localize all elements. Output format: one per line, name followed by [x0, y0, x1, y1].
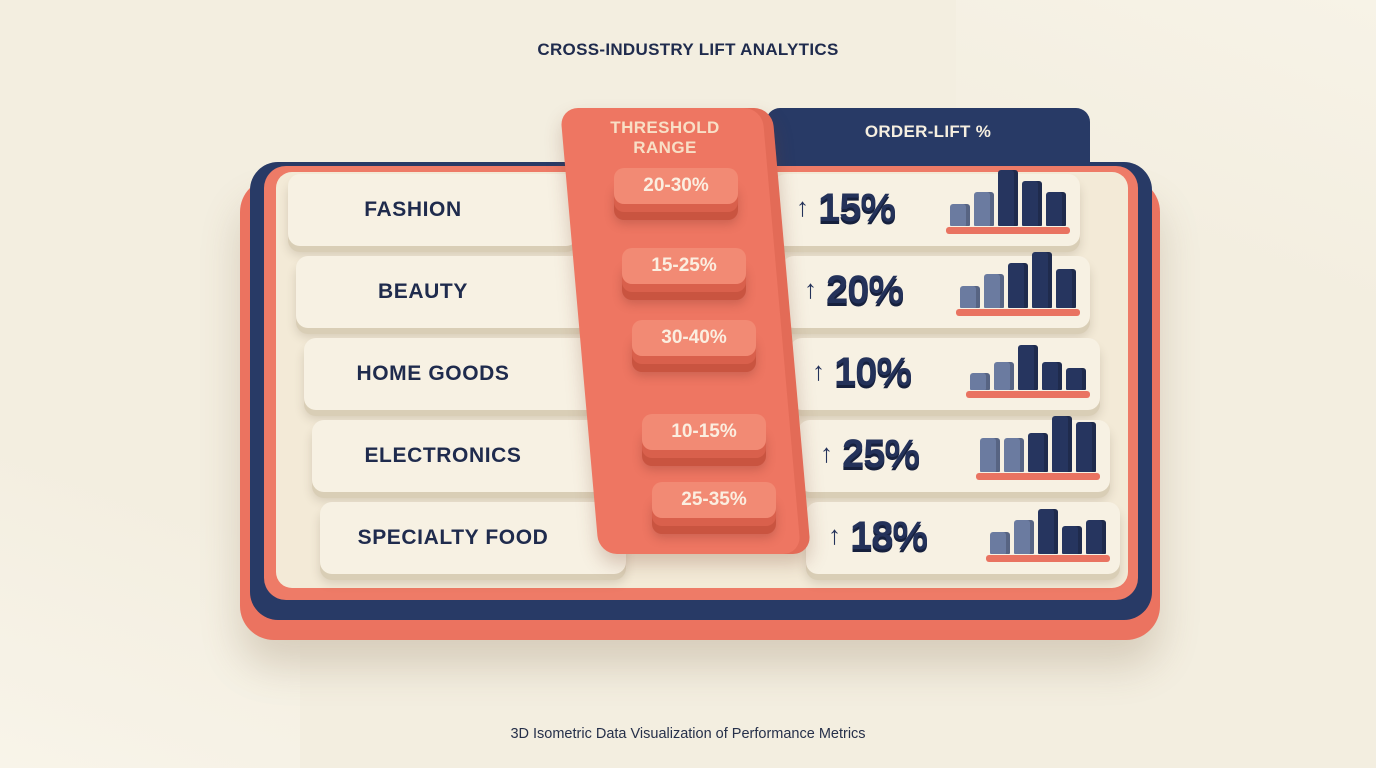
- lift-value: 25%: [842, 432, 920, 476]
- trend-mini-chart: [946, 170, 1070, 234]
- lift-card: ↑ 20%: [782, 252, 1090, 328]
- trend-bar: [980, 438, 1000, 472]
- category-card: HOME GOODS: [304, 338, 602, 410]
- trend-bar: [970, 373, 990, 390]
- trend-mini-chart: [986, 504, 1110, 562]
- trend-bar: [1046, 192, 1066, 226]
- trend-bar: [1042, 362, 1062, 390]
- trend-bar: [1062, 526, 1082, 554]
- trend-bar: [1032, 252, 1052, 308]
- page-title: CROSS-INDUSTRY LIFT ANALYTICS: [537, 40, 839, 59]
- category-card: BEAUTY: [296, 256, 590, 328]
- lift-card: ↑ 25%: [798, 416, 1110, 492]
- arrow-up-icon: ↑: [796, 192, 809, 222]
- trend-bar: [1018, 345, 1038, 390]
- category-card: FASHION: [288, 174, 578, 246]
- lift-value: 18%: [850, 514, 928, 558]
- lift-value: 15%: [818, 186, 896, 230]
- trend-mini-chart: [966, 340, 1090, 398]
- trend-bar: [1076, 422, 1096, 472]
- trend-chart-base: [966, 391, 1090, 398]
- trend-chart-base: [986, 555, 1110, 562]
- category-label: ELECTRONICS: [364, 444, 522, 467]
- order-lift-header: ORDER-LIFT %: [864, 122, 992, 141]
- threshold-header: THRESHOLD RANGE: [565, 118, 765, 158]
- trend-chart-base: [976, 473, 1100, 480]
- trend-mini-chart: [976, 416, 1100, 480]
- trend-bar: [990, 532, 1010, 554]
- lift-card: ↑ 10%: [790, 338, 1100, 410]
- trend-bar: [960, 286, 980, 308]
- threshold-pill: 30-40%: [632, 320, 756, 356]
- category-label: HOME GOODS: [356, 362, 510, 385]
- trend-bar: [998, 170, 1018, 226]
- trend-chart-base: [956, 309, 1080, 316]
- arrow-up-icon: ↑: [828, 520, 841, 550]
- threshold-pill: 25-35%: [652, 482, 776, 518]
- threshold-pill: 15-25%: [622, 248, 746, 284]
- lift-card: ↑ 15%: [774, 170, 1080, 246]
- trend-bar: [950, 204, 970, 226]
- trend-bar: [994, 362, 1014, 390]
- trend-bar: [1008, 263, 1028, 308]
- trend-bar: [1014, 520, 1034, 554]
- trend-bar: [1052, 416, 1072, 472]
- threshold-pill: 10-15%: [642, 414, 766, 450]
- threshold-header-line: THRESHOLD: [610, 118, 720, 137]
- trend-bar: [1028, 433, 1048, 472]
- trend-bar: [1022, 181, 1042, 226]
- trend-bar: [1066, 368, 1086, 390]
- category-card: SPECIALTY FOOD: [320, 502, 626, 574]
- figure-caption: 3D Isometric Data Visualization of Perfo…: [510, 726, 866, 742]
- lift-card: ↑ 18%: [806, 502, 1120, 574]
- category-label: SPECIALTY FOOD: [357, 526, 549, 549]
- trend-chart-base: [946, 227, 1070, 234]
- trend-bar: [1004, 438, 1024, 472]
- arrow-up-icon: ↑: [812, 356, 825, 386]
- trend-mini-chart: [956, 252, 1080, 316]
- trend-bar: [974, 192, 994, 226]
- threshold-header-line: RANGE: [633, 138, 697, 157]
- arrow-up-icon: ↑: [820, 438, 833, 468]
- lift-value: 10%: [834, 350, 912, 394]
- category-label: BEAUTY: [378, 280, 468, 303]
- threshold-pill: 20-30%: [614, 168, 738, 204]
- arrow-up-icon: ↑: [804, 274, 817, 304]
- trend-bar: [1056, 269, 1076, 308]
- category-card: ELECTRONICS: [312, 420, 614, 492]
- trend-bar: [1038, 509, 1058, 554]
- lift-value: 20%: [826, 268, 904, 312]
- trend-bar: [984, 274, 1004, 308]
- category-label: FASHION: [364, 198, 462, 221]
- trend-bar: [1086, 520, 1106, 554]
